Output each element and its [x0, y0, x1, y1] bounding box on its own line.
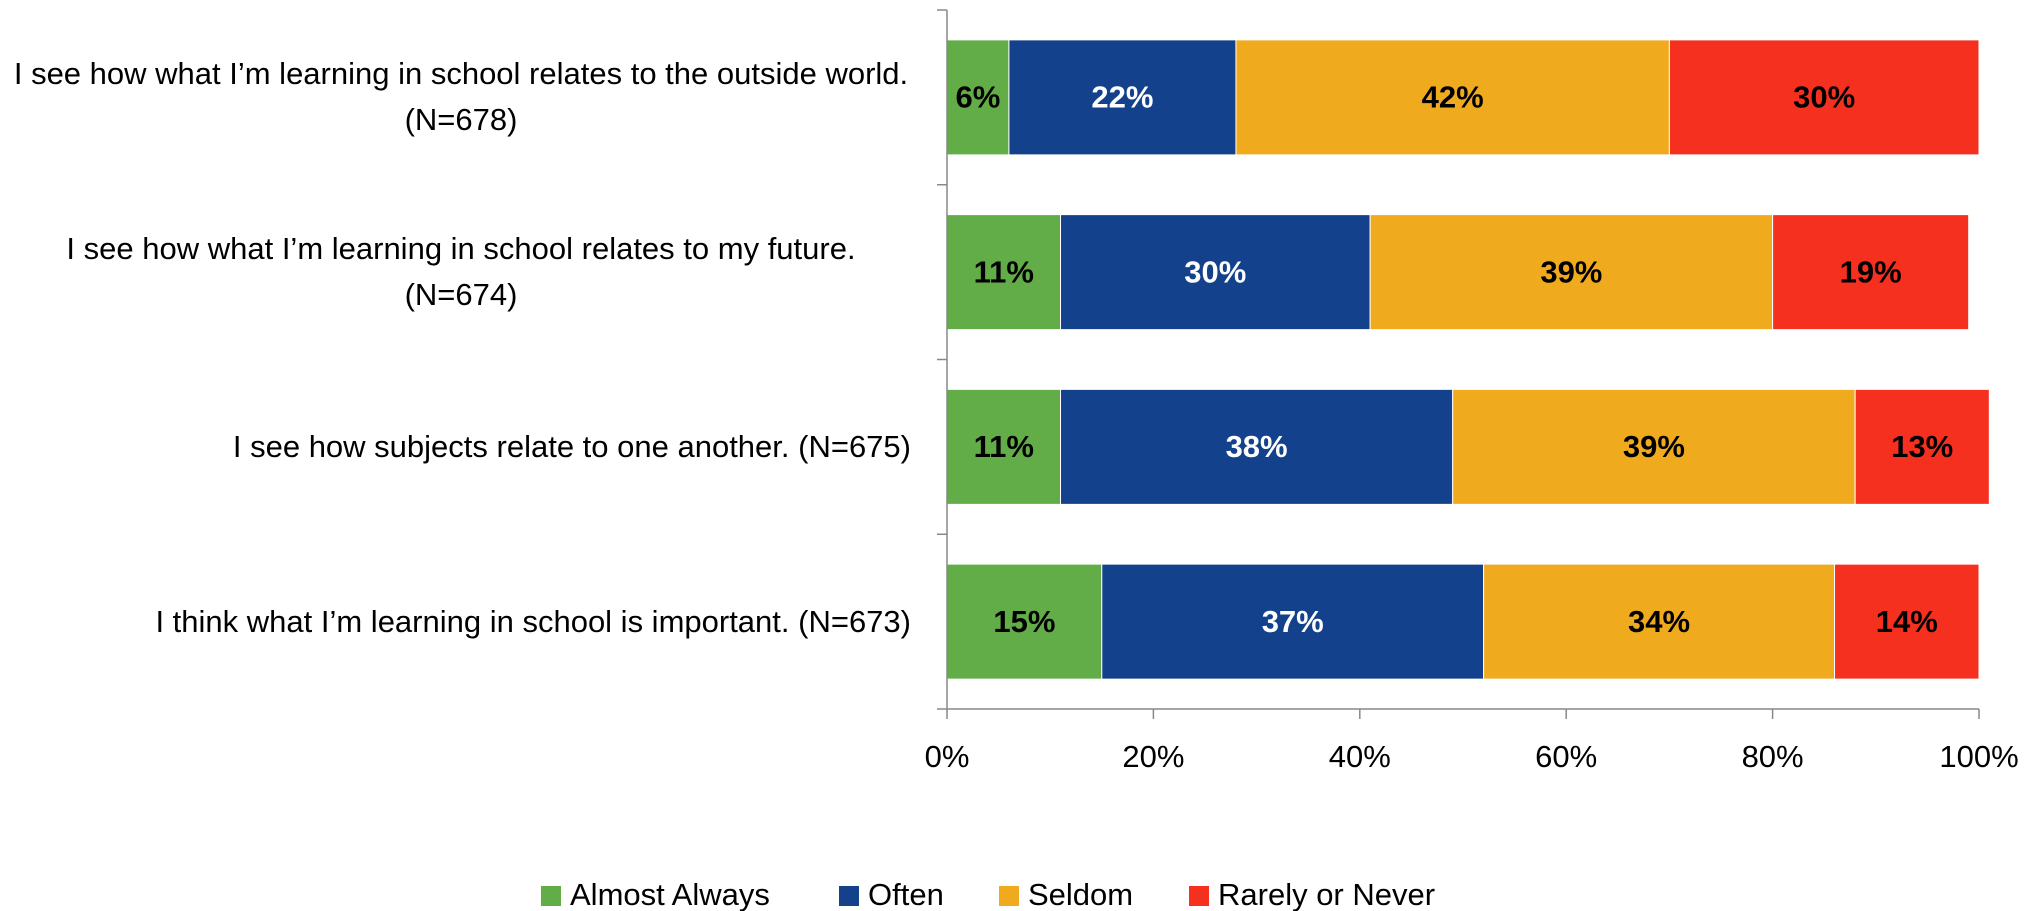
bar-segment [946, 388, 1062, 505]
bar-segment [1060, 388, 1454, 505]
legend-label: Almost Always [570, 877, 770, 911]
category-label: I see how what I’m learning in school re… [13, 56, 909, 138]
legend-swatch [999, 886, 1019, 906]
data-label: 14% [1876, 604, 1938, 639]
legend-label: Seldom [1028, 877, 1133, 911]
data-label: 30% [1184, 254, 1246, 289]
x-tick-label: 20% [1122, 739, 1184, 774]
data-label: 6% [956, 80, 1001, 115]
data-label: 15% [993, 604, 1055, 639]
x-tick-label: 80% [1742, 739, 1804, 774]
legend-swatch [1189, 886, 1209, 906]
x-tick-label: 100% [1939, 739, 2018, 774]
bar-segment [946, 39, 1010, 156]
bar-segment [946, 214, 1062, 331]
legend-swatch [541, 886, 561, 906]
bar-segment [1060, 214, 1371, 331]
x-tick-label: 40% [1329, 739, 1391, 774]
data-label: 11% [974, 429, 1034, 464]
x-tick-label: 60% [1535, 739, 1597, 774]
bar-segment [1668, 39, 1980, 156]
data-label: 19% [1840, 254, 1902, 289]
data-label: 38% [1226, 429, 1288, 464]
bar-segment [1101, 563, 1485, 680]
data-label: 42% [1422, 80, 1484, 115]
bar-segment [1834, 563, 1980, 680]
legend-label: Rarely or Never [1218, 877, 1435, 911]
bar-segment [1772, 214, 1970, 331]
bar-segment [1854, 388, 1990, 505]
category-label: I think what I’m learning in school is i… [155, 603, 911, 639]
bar-segment [1452, 388, 1856, 505]
bar-segment [946, 563, 1103, 680]
data-label: 34% [1628, 604, 1690, 639]
data-label: 22% [1091, 80, 1153, 115]
category-label: I see how what I’m learning in school re… [66, 231, 856, 313]
data-label: 39% [1540, 254, 1602, 289]
bar-segment [1008, 39, 1237, 156]
data-label: 30% [1793, 80, 1855, 115]
bar-segment [1369, 214, 1774, 331]
data-label: 13% [1891, 429, 1953, 464]
legend-label: Often [868, 877, 944, 911]
category-label: I see how subjects relate to one another… [232, 428, 911, 464]
data-label: 39% [1623, 429, 1685, 464]
bar-segment [1483, 563, 1836, 680]
bar-segment [1235, 39, 1670, 156]
x-tick-label: 0% [925, 739, 970, 774]
data-label: 11% [974, 254, 1034, 289]
data-label: 37% [1262, 604, 1324, 639]
legend-swatch [839, 886, 859, 906]
